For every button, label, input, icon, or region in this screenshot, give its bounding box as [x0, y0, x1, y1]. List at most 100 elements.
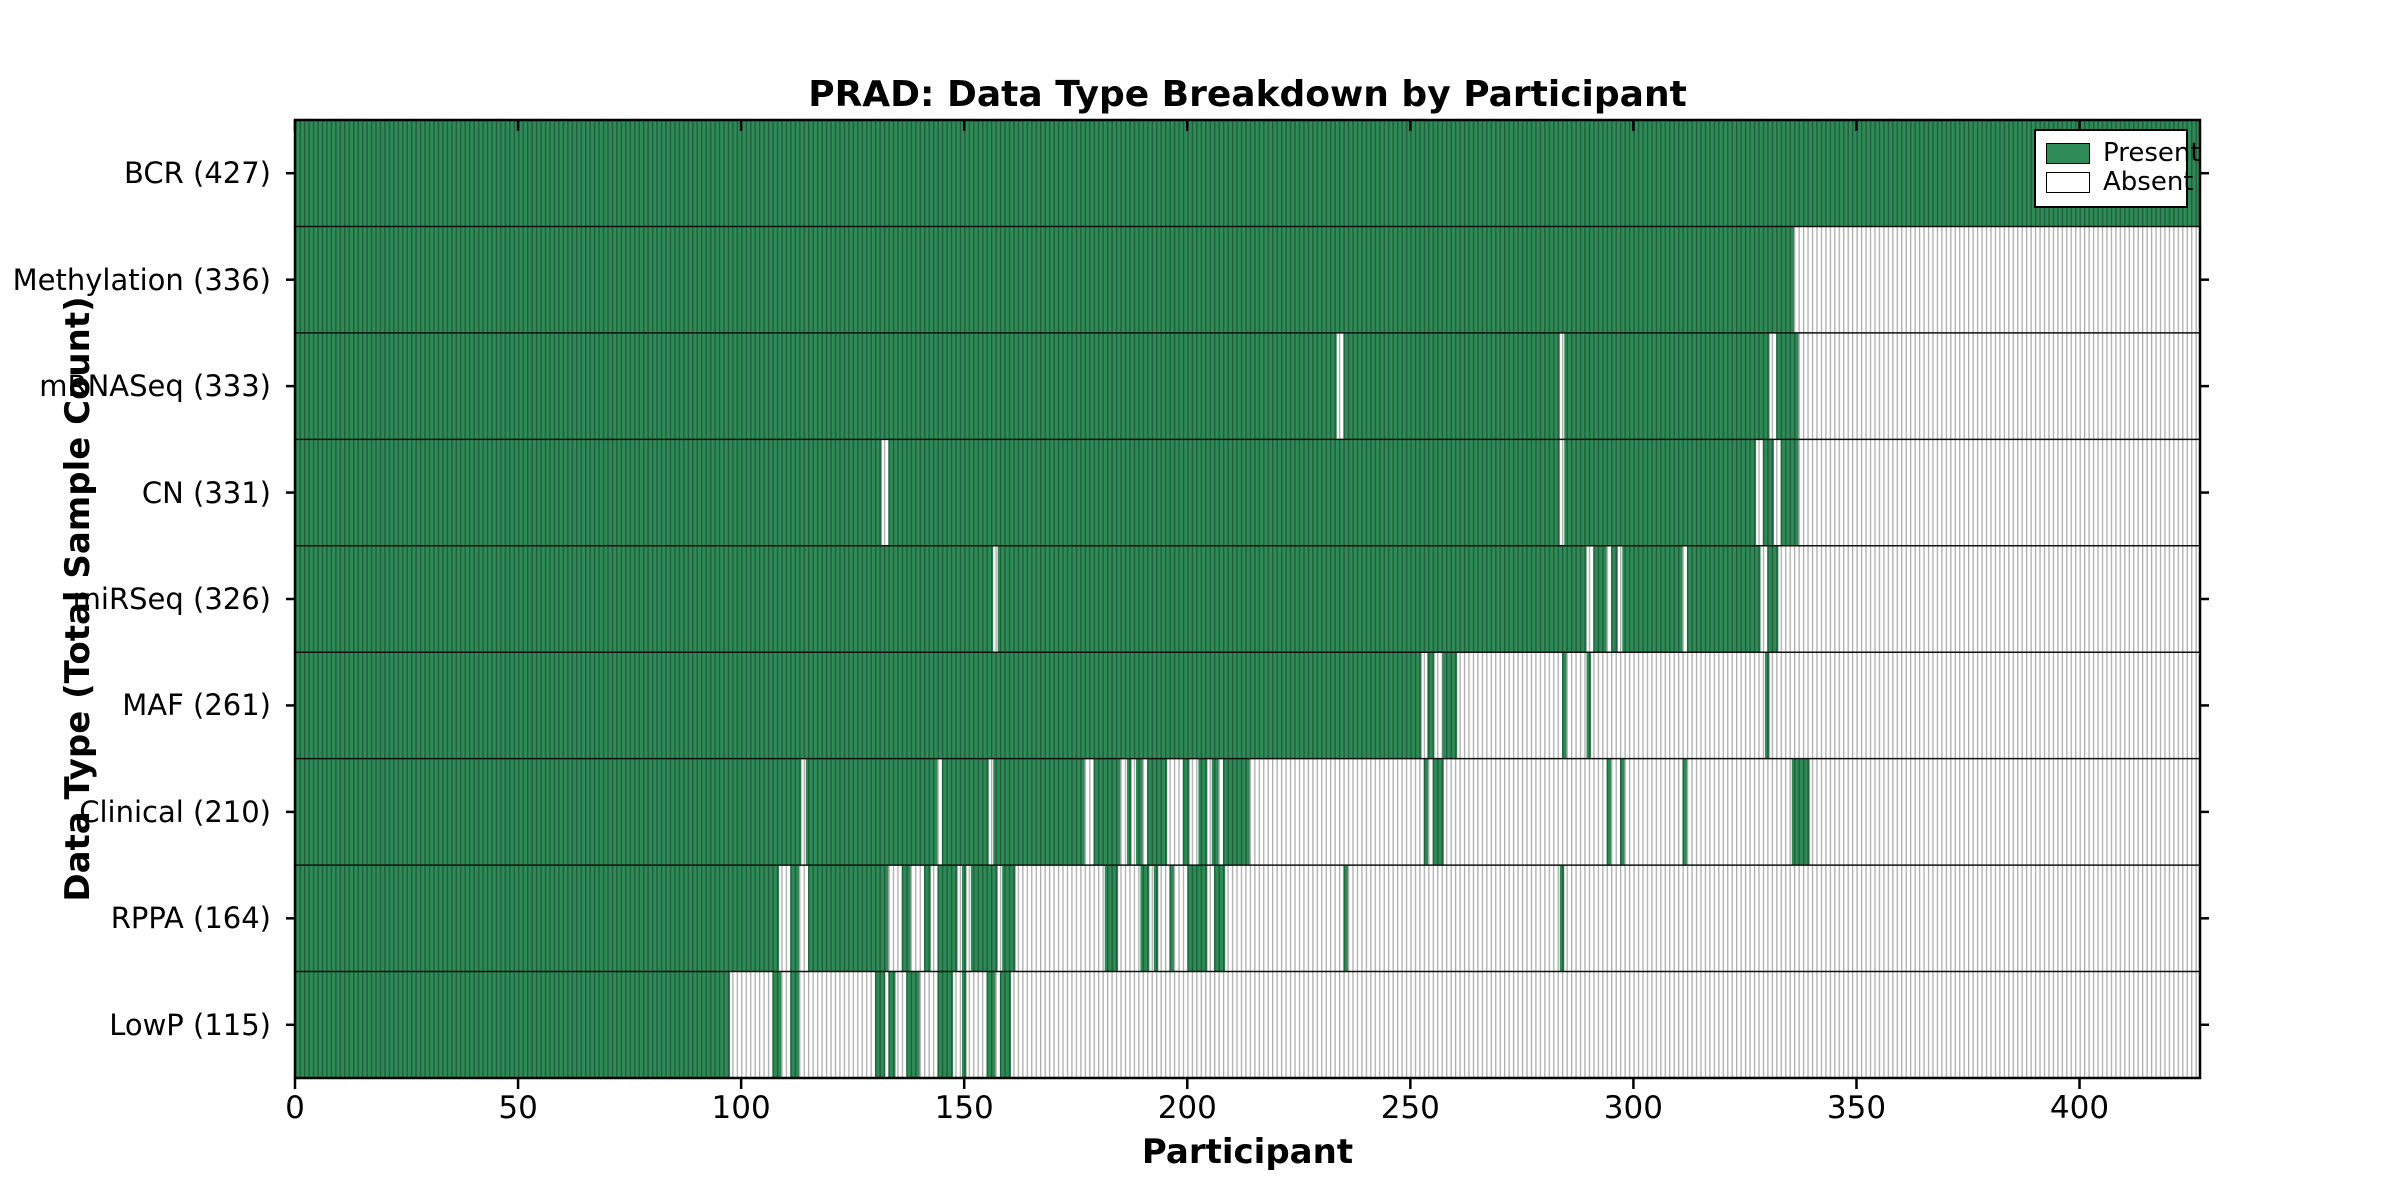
x-axis-label: Participant [1141, 1132, 1354, 1172]
x-tick-label: 100 [711, 1090, 771, 1126]
row-miRSeq [295, 545, 1779, 653]
row-LowP [295, 971, 1012, 1078]
x-tick-label: 0 [285, 1090, 305, 1126]
present-segment [937, 865, 958, 972]
present-segment [1442, 652, 1458, 759]
present-segment [1343, 332, 1560, 440]
present-segment [888, 971, 896, 1078]
row-Methylation [295, 226, 1795, 333]
row-CN [295, 439, 1799, 546]
present-segment [1427, 652, 1435, 759]
present-segment [1564, 332, 1770, 440]
y-tick-label: CN (331) [141, 475, 271, 510]
row-BCR [295, 120, 2200, 227]
legend-label-present: Present [2103, 138, 2201, 168]
x-tick-label: 300 [1603, 1090, 1663, 1126]
legend: Present Absent [2034, 129, 2201, 208]
x-tick-label: 200 [1157, 1090, 1217, 1126]
present-segment [1765, 652, 1770, 759]
present-segment [295, 971, 730, 1078]
absent-swatch-icon [2046, 172, 2090, 193]
present-segment [790, 971, 800, 1078]
present-segment [888, 439, 1560, 546]
present-segment [295, 439, 882, 546]
present-swatch-icon [2046, 143, 2090, 164]
present-segment [1776, 332, 1799, 440]
present-segment [808, 865, 889, 972]
present-segment [1093, 758, 1121, 866]
y-tick-label: BCR (427) [124, 156, 271, 191]
present-segment [1593, 545, 1607, 653]
plot-frame [293, 118, 2202, 1080]
present-segment [924, 865, 931, 972]
present-segment [1002, 865, 1016, 972]
present-segment [295, 758, 802, 866]
present-segment [1562, 652, 1567, 759]
present-segment [1182, 758, 1190, 866]
present-segment [961, 971, 967, 1078]
present-segment [1147, 758, 1168, 866]
present-segment [1762, 439, 1774, 546]
legend-entry-present: Present [2046, 140, 2201, 167]
present-segment [906, 971, 920, 1078]
chart-title: PRAD: Data Type Breakdown by Participant [808, 74, 1687, 115]
present-segment [1127, 758, 1132, 866]
present-segment [1586, 652, 1592, 759]
present-segment [790, 865, 800, 972]
present-segment [874, 971, 886, 1078]
present-segment [941, 758, 989, 866]
row-mRNASeq [295, 332, 1799, 440]
present-segment [772, 971, 782, 1078]
present-segment [295, 226, 1795, 333]
present-segment [1222, 758, 1250, 866]
present-segment [295, 865, 780, 972]
present-segment [295, 545, 994, 653]
x-tick-label: 150 [934, 1090, 994, 1126]
present-segment [1611, 545, 1618, 653]
legend-label-absent: Absent [2103, 167, 2194, 197]
presence-matrix-plot [286, 118, 2209, 1089]
present-segment [1135, 758, 1143, 866]
x-tick-label: 50 [498, 1090, 538, 1126]
present-segment [1423, 758, 1429, 866]
present-segment [997, 545, 1587, 653]
present-segment [970, 865, 998, 972]
present-segment [1791, 758, 1810, 866]
present-segment [805, 758, 938, 866]
present-segment [1153, 865, 1159, 972]
present-segment [937, 971, 954, 1078]
present-segment [993, 758, 1085, 866]
y-tick-label: miRSeq (326) [72, 582, 271, 616]
present-segment [1187, 865, 1208, 972]
present-segment [295, 332, 1337, 440]
present-segment [1559, 865, 1565, 972]
row-MAF [295, 652, 1770, 759]
present-segment [295, 120, 2200, 227]
present-segment [1214, 865, 1226, 972]
y-tick-label: RPPA (164) [110, 901, 271, 936]
row-RPPA [295, 865, 1565, 972]
present-segment [1169, 865, 1174, 972]
present-segment [1606, 758, 1612, 866]
present-segment [1622, 545, 1683, 653]
x-tick-labels: 0 50 100 150 200 250 300 350 400 [0, 1090, 2400, 1130]
legend-entry-absent: Absent [2046, 169, 2194, 196]
row-Clinical [295, 758, 1810, 866]
present-segment [1780, 439, 1799, 546]
y-tick-label: Clinical (210) [79, 794, 271, 829]
present-segment [1432, 758, 1444, 866]
x-tick-label: 250 [1380, 1090, 1440, 1126]
x-tick-label: 350 [1826, 1090, 1887, 1126]
y-tick-label: MAF (261) [122, 688, 271, 723]
present-segment [986, 971, 996, 1078]
present-segment [999, 971, 1012, 1078]
present-segment [1104, 865, 1119, 972]
present-segment [961, 865, 967, 972]
present-segment [1686, 545, 1761, 653]
present-segment [1564, 439, 1757, 546]
present-segment [1198, 758, 1208, 866]
present-segment [1767, 545, 1779, 653]
y-tick-label: mRNASeq (333) [39, 369, 271, 404]
present-segment [1343, 865, 1348, 972]
